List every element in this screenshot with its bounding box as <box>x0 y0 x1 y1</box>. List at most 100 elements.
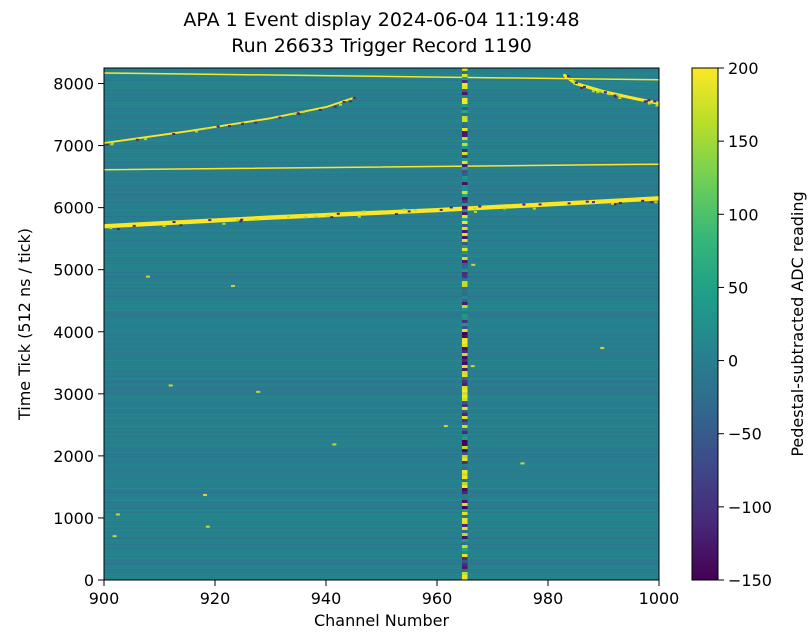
noise-streak <box>104 542 659 543</box>
noise-streak <box>104 384 659 385</box>
noise-streak <box>104 568 659 569</box>
noise-streak <box>104 250 659 251</box>
noise-streak <box>104 148 659 149</box>
channel-segment <box>461 359 468 362</box>
colorbar-tick-label: −100 <box>728 498 772 517</box>
track-speckle <box>241 122 245 125</box>
channel-segment <box>461 458 468 461</box>
track-speckle <box>473 207 477 210</box>
noise-streak <box>104 276 659 277</box>
y-tick-label: 3000 <box>53 385 94 404</box>
noise-streak <box>104 294 659 295</box>
noise-streak <box>104 530 659 531</box>
noise-streak <box>104 346 659 347</box>
noise-streak <box>104 160 659 161</box>
track-speckle <box>478 205 482 208</box>
noise-streak <box>104 364 659 365</box>
plot-area <box>103 67 660 581</box>
noise-streak <box>104 492 659 493</box>
noise-streak <box>104 516 659 517</box>
noise-streak <box>104 88 659 89</box>
colorbar-gradient <box>691 67 719 581</box>
channel-segment <box>461 533 468 536</box>
channel-segment <box>461 578 468 580</box>
track-speckle <box>194 130 198 133</box>
channel-segment <box>461 158 468 161</box>
channel-segment <box>461 554 468 557</box>
track-speckle <box>162 225 166 228</box>
noise-streak <box>104 278 659 279</box>
hit-speckle <box>205 525 210 528</box>
channel-segment <box>461 506 468 509</box>
channel-segment <box>461 329 468 332</box>
noise-streak <box>104 476 659 477</box>
channel-segment <box>461 275 468 278</box>
track-speckle <box>618 97 622 100</box>
channel-segment <box>461 515 468 518</box>
x-tick-label: 940 <box>311 589 342 608</box>
track-speckle <box>503 207 507 210</box>
channel-segment <box>461 539 468 542</box>
track-speckle <box>222 222 226 225</box>
noise-streak <box>104 410 659 411</box>
noise-streak <box>104 512 659 513</box>
noise-streak <box>104 100 659 101</box>
noise-streak <box>104 558 659 559</box>
channel-segment <box>461 323 468 326</box>
channel-segment <box>461 227 468 230</box>
noise-streak <box>104 140 659 141</box>
track-speckle <box>362 210 366 213</box>
channel-segment <box>461 149 468 152</box>
colorbar-tick-label: 150 <box>728 132 759 151</box>
track-speckle <box>132 224 136 227</box>
hit-speckle <box>168 384 173 387</box>
y-tick-label: 2000 <box>53 447 94 466</box>
noise-streak <box>104 360 659 361</box>
channel-segment <box>461 224 468 227</box>
channel-segment <box>461 407 468 410</box>
y-tick-label: 1000 <box>53 509 94 528</box>
noise-streak <box>104 386 659 387</box>
noise-streak <box>104 332 659 333</box>
noise-streak <box>104 370 659 371</box>
noise-streak <box>104 292 659 293</box>
noise-streak <box>104 550 659 551</box>
channel-segment <box>461 560 468 563</box>
noise-streak <box>104 424 659 425</box>
track-speckle <box>304 216 308 219</box>
noise-streak <box>104 342 659 343</box>
track-speckle <box>172 221 176 224</box>
channel-segment <box>461 194 468 197</box>
channel-segment <box>461 203 468 206</box>
channel-segment <box>461 398 468 401</box>
x-axis: 900 920 940 960 980 1000 <box>89 580 679 608</box>
noise-streak <box>104 366 659 367</box>
channel-segment <box>461 566 468 569</box>
hit-speckle <box>145 275 150 278</box>
noise-streak <box>104 86 659 87</box>
noise-streak <box>104 320 659 321</box>
noise-streak <box>104 238 659 239</box>
channel-segment <box>461 71 468 74</box>
noise-streak <box>104 102 659 103</box>
channel-segment <box>461 188 468 191</box>
noise-streak <box>104 388 659 389</box>
noise-streak <box>104 404 659 405</box>
noise-streak <box>104 112 659 113</box>
channel-segment <box>461 179 468 182</box>
noise-streak <box>104 398 659 399</box>
noise-streak <box>104 418 659 419</box>
channel-segment <box>461 89 468 92</box>
channel-segment <box>461 308 468 311</box>
noise-streak <box>104 234 659 235</box>
noise-streak <box>104 464 659 465</box>
channel-segment <box>461 518 468 521</box>
noise-streak <box>104 538 659 539</box>
noise-streak <box>104 310 659 311</box>
y-axis: 0 1000 2000 3000 4000 5000 6000 7000 8000 <box>53 75 104 590</box>
noise-streak <box>104 186 659 187</box>
noise-streak <box>104 432 659 433</box>
noise-streak <box>104 502 659 503</box>
channel-segment <box>461 122 468 125</box>
noise-streak <box>104 224 659 225</box>
